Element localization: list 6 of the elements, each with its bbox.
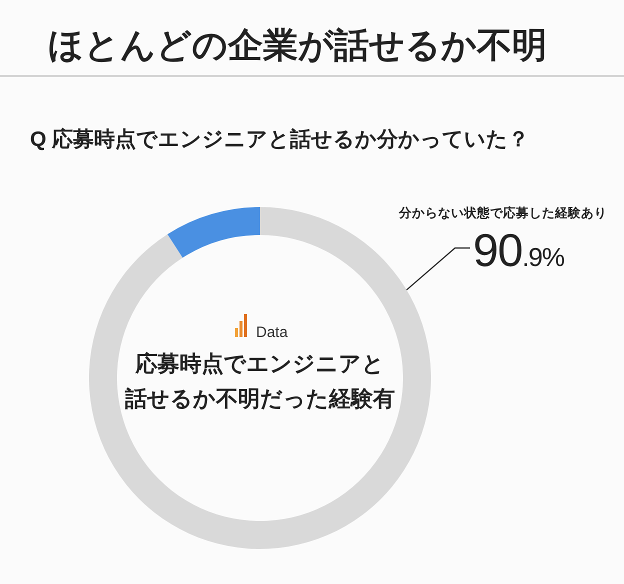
slice-label: 分からない状態で応募した経験あり (398, 205, 607, 220)
text: 応募時点でエンジニアと話せるか不明だった経験有 (124, 351, 395, 411)
data-label: 90.9% (473, 224, 565, 276)
chart-title: ほとんどの企業が話せるか不明 (48, 26, 547, 65)
text: Data (256, 324, 288, 341)
chart-subtitle: Q 応募時点でエンジニアと話せるか分かっていた？ (30, 127, 530, 151)
